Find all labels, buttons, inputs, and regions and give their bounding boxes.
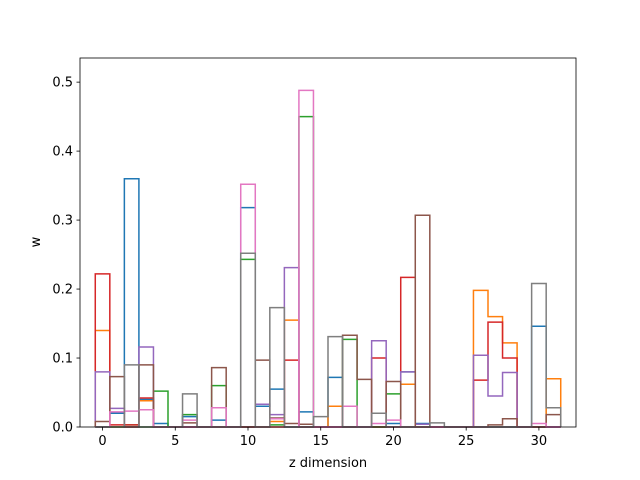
x-tick-label: 30 [531,434,548,449]
y-tick-label: 0.3 [52,214,73,229]
x-tick-label: 10 [240,434,257,449]
y-tick-label: 0.5 [52,76,73,91]
x-tick-label: 5 [171,434,179,449]
plot-area [94,89,562,428]
y-tick-label: 0.1 [52,352,73,367]
x-tick-label: 15 [312,434,329,449]
y-tick-label: 0.2 [52,283,73,298]
x-axis-label: z dimension [289,456,367,471]
axes: 0 5 10 15 20 25 30 0.0 0.1 0.2 0.3 0.4 0.5 [52,57,577,449]
y-axis-label: w [29,236,44,247]
y-tick-label: 0.0 [52,421,73,436]
y-tick-label: 0.4 [52,145,73,160]
x-tick-label: 0 [98,434,106,449]
x-tick-label: 25 [458,434,475,449]
axes-frame [79,57,577,428]
series-8-step [95,252,562,428]
x-tick-label: 20 [385,434,402,449]
